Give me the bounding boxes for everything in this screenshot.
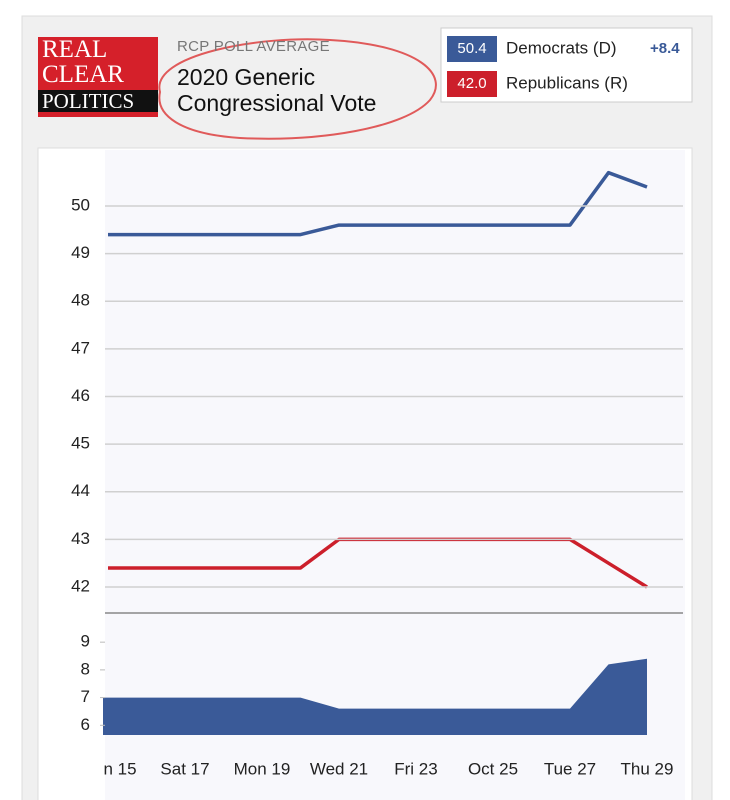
plot: n 15 Sat 17 Mon 19 Wed 21 Fri 23 Oct 25 Tue 27…	[103, 170, 674, 778]
legend-swatch	[447, 36, 497, 62]
x-tick-label: n 15	[103, 759, 136, 778]
x-tick-label: Fri 23	[394, 759, 437, 778]
y-tick-label: 7	[81, 687, 90, 706]
x-tick-label: Oct 25	[468, 759, 518, 778]
y-tick-label: 9	[81, 632, 90, 651]
subtitle: RCP POLL AVERAGE	[177, 38, 330, 55]
y-tick-label: 8	[81, 659, 90, 678]
legend-value: 42.0	[457, 75, 486, 92]
x-tick-label: Tue 27	[544, 759, 596, 778]
logo-line: CLEAR	[42, 61, 124, 88]
logo-line: REAL	[42, 36, 108, 63]
y-tick-label: 47	[71, 338, 90, 357]
x-tick-label: Thu 29	[621, 759, 674, 778]
y-tick-label: 46	[71, 386, 90, 405]
y-tick-label: 48	[71, 291, 90, 310]
logo: REAL CLEAR POLITICS	[38, 37, 158, 117]
title: 2020 Generic Congressional Vote	[177, 64, 377, 116]
legend-label: Republicans (R)	[506, 73, 628, 92]
y-tick-label: 49	[71, 243, 90, 262]
data-area	[103, 658, 647, 735]
legend-label: Democrats (D)	[506, 38, 617, 57]
y-tick-label: 50	[71, 196, 90, 215]
y-tick-label: 45	[71, 434, 90, 453]
data-line	[108, 170, 648, 237]
annotation-circle	[158, 38, 437, 140]
y-tick-label: 44	[71, 481, 90, 500]
x-tick-label: Sat 17	[160, 759, 209, 778]
legend-value: 50.4	[457, 40, 486, 57]
logo-line: POLITICS	[38, 90, 158, 112]
y-tick-label: 42	[71, 576, 90, 595]
legend-swatch	[447, 71, 497, 97]
y-tick-label: 6	[81, 715, 90, 734]
spread: +8.4	[650, 40, 680, 57]
y-tick-label: 43	[71, 529, 90, 548]
x-tick-label: Wed 21	[310, 759, 368, 778]
x-tick-label: Mon 19	[234, 759, 291, 778]
